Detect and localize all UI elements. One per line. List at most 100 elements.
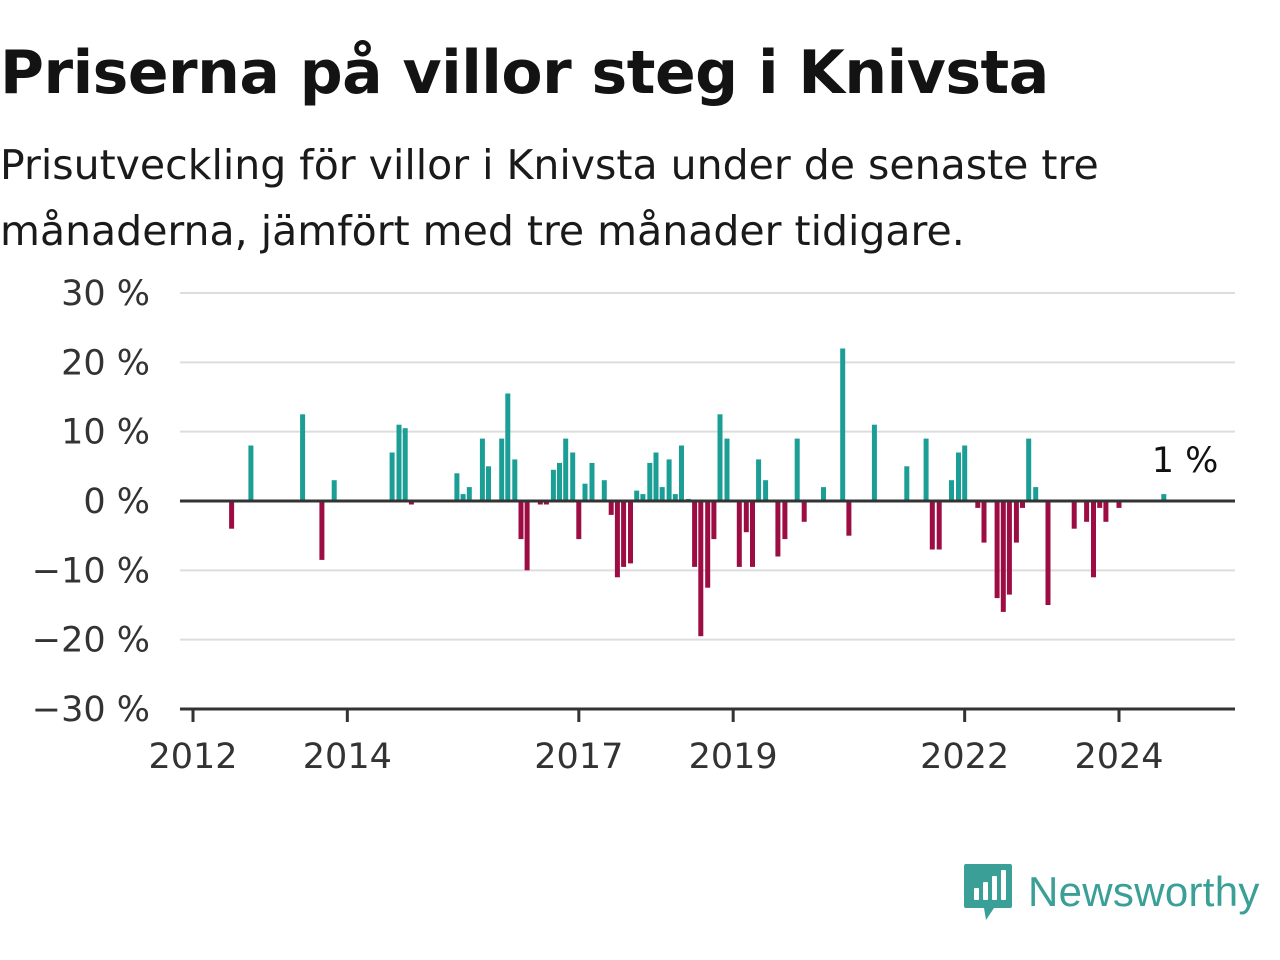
bar bbox=[692, 501, 698, 567]
bar-chart: 30 % 20 % 10 % 0 % −10 % −20 % −30 % 2012 2014 20… bbox=[32, 274, 1235, 777]
bar bbox=[736, 501, 742, 567]
bar bbox=[505, 393, 511, 501]
bar bbox=[1116, 501, 1122, 508]
bar bbox=[672, 494, 678, 501]
bar bbox=[1013, 501, 1019, 543]
bar bbox=[1045, 501, 1051, 605]
bar bbox=[801, 501, 807, 522]
bar bbox=[782, 501, 788, 540]
bar bbox=[1000, 501, 1006, 612]
bar bbox=[653, 452, 659, 501]
bar bbox=[634, 490, 640, 501]
bar bbox=[1033, 487, 1039, 501]
bar bbox=[589, 462, 595, 501]
axes bbox=[180, 499, 1235, 722]
x-tick-label: 2022 bbox=[920, 737, 1009, 777]
bar bbox=[300, 414, 306, 501]
x-tick-label: 2017 bbox=[534, 737, 623, 777]
bar bbox=[229, 501, 235, 529]
bar bbox=[454, 473, 460, 501]
bar bbox=[666, 459, 672, 501]
bar bbox=[794, 438, 800, 501]
bar bbox=[981, 501, 987, 543]
bar bbox=[543, 501, 549, 505]
bar bbox=[871, 424, 877, 501]
bar bbox=[518, 501, 524, 540]
bar bbox=[512, 459, 518, 501]
bar bbox=[711, 501, 717, 540]
bar bbox=[576, 501, 582, 540]
bar bbox=[840, 348, 846, 501]
bar bbox=[698, 501, 704, 637]
bar bbox=[775, 501, 781, 557]
y-tick-label: 0 % bbox=[83, 482, 150, 522]
bar bbox=[1161, 494, 1167, 501]
bar bbox=[975, 501, 981, 508]
bar bbox=[621, 501, 627, 567]
bar bbox=[389, 452, 395, 501]
chart-title: Priserna på villor steg i Knivsta bbox=[0, 38, 1049, 108]
bar bbox=[499, 438, 505, 501]
bar bbox=[557, 462, 562, 501]
y-tick-label: 30 % bbox=[61, 274, 150, 314]
bar bbox=[248, 445, 254, 501]
bar bbox=[659, 487, 665, 501]
bar bbox=[460, 494, 466, 501]
bar bbox=[1071, 501, 1077, 529]
bar bbox=[582, 483, 588, 501]
labels: 30 % 20 % 10 % 0 % −10 % −20 % −30 % 2012 2014 20… bbox=[32, 274, 1219, 777]
bar bbox=[1091, 501, 1096, 578]
bar bbox=[537, 501, 543, 505]
bar bbox=[724, 438, 730, 501]
bar bbox=[479, 438, 485, 501]
bar bbox=[1006, 501, 1012, 595]
bar bbox=[717, 414, 723, 501]
bar bbox=[396, 424, 402, 501]
bar bbox=[550, 469, 556, 501]
bar bbox=[563, 438, 569, 501]
bar bbox=[319, 501, 325, 560]
bar bbox=[331, 480, 337, 501]
bar bbox=[821, 487, 826, 501]
newsworthy-logo: Newsworthy bbox=[962, 862, 1260, 922]
x-tick-label: 2024 bbox=[1074, 737, 1163, 777]
bar bbox=[936, 501, 942, 550]
bar bbox=[640, 494, 646, 501]
y-tick-label: 20 % bbox=[61, 343, 150, 383]
bar bbox=[1103, 501, 1109, 522]
bar bbox=[949, 480, 954, 501]
bar bbox=[756, 459, 762, 501]
x-tick-label: 2014 bbox=[303, 737, 392, 777]
bar bbox=[763, 480, 769, 501]
bar bbox=[614, 501, 620, 578]
bar bbox=[679, 445, 684, 501]
bar bbox=[1026, 438, 1032, 501]
bar bbox=[743, 501, 749, 533]
bar bbox=[705, 501, 711, 588]
bar bbox=[1084, 501, 1090, 522]
bar bbox=[486, 466, 491, 501]
bar bbox=[846, 501, 852, 536]
bar bbox=[601, 480, 607, 501]
bar bbox=[929, 501, 935, 550]
bar bbox=[608, 501, 614, 515]
bars bbox=[229, 348, 1167, 637]
bar bbox=[904, 466, 910, 501]
bar bbox=[994, 501, 1000, 599]
x-tick-label: 2019 bbox=[689, 737, 778, 777]
y-tick-label: 10 % bbox=[61, 413, 150, 453]
bar bbox=[628, 501, 633, 564]
bar bbox=[570, 452, 576, 501]
chart-subtitle: Prisutveckling för villor i Knivsta unde… bbox=[0, 141, 1099, 255]
latest-value-label: 1 % bbox=[1152, 441, 1219, 481]
bar bbox=[402, 428, 408, 501]
bar bbox=[524, 501, 530, 571]
bar bbox=[750, 501, 755, 567]
bar-chart-speech-bubble-icon bbox=[964, 864, 1012, 920]
x-tick-label: 2012 bbox=[148, 737, 237, 777]
bar bbox=[1097, 501, 1103, 508]
bar bbox=[956, 452, 961, 501]
bar bbox=[408, 501, 414, 505]
bar bbox=[1020, 501, 1025, 508]
bar bbox=[466, 487, 472, 501]
